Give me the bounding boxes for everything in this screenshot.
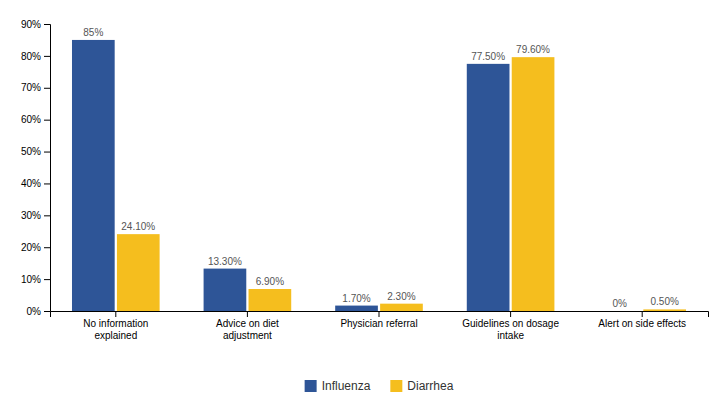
y-tick: 60% (21, 114, 50, 125)
y-tick-mark (44, 279, 50, 280)
chart-svg: 0% 10% 20% 30% 40% 50% 60% 70% 80% 90% No informat… (0, 0, 724, 403)
x-tick-label: Advice on dietadjustment (216, 318, 279, 341)
x-tick-mark (247, 311, 248, 317)
y-tick-label: 0% (27, 306, 42, 317)
x-tick-label-line: No information (83, 318, 148, 329)
y-tick: 0% (27, 306, 50, 317)
x-tick-mark (642, 311, 643, 317)
x-tick-label-line: adjustment (223, 330, 272, 341)
y-tick-mark (44, 183, 50, 184)
data-labels: 85% 13.30% 1.70% 77.50% 0% 24.10% 6.90% 2.30% 79… (83, 27, 679, 309)
y-tick: 80% (21, 51, 50, 62)
data-label: 0.50% (650, 296, 678, 307)
data-label: 13.30% (208, 256, 242, 267)
data-label: 79.60% (516, 44, 550, 55)
data-label: 0% (613, 298, 628, 309)
bar-series (117, 57, 686, 311)
bar (598, 311, 641, 312)
y-tick-mark (44, 247, 50, 248)
bar-series (72, 40, 509, 311)
data-label: 85% (83, 27, 103, 38)
x-tick-mark (379, 311, 380, 317)
y-axis: 0% 10% 20% 30% 40% 50% 60% 70% 80% 90% (21, 19, 51, 317)
y-tick: 10% (21, 274, 50, 285)
bar (512, 57, 555, 311)
data-label: 24.10% (121, 221, 155, 232)
y-tick-mark (44, 24, 50, 25)
y-tick-label: 10% (21, 274, 41, 285)
y-tick-label: 50% (21, 146, 41, 157)
y-axis-line (44, 25, 51, 312)
y-tick-label: 60% (21, 114, 41, 125)
y-tick: 90% (21, 19, 50, 30)
x-tick: No informationexplained (83, 311, 148, 341)
y-tick-mark (44, 215, 50, 216)
x-tick-label-line: explained (94, 330, 137, 341)
x-tick-label: Guidelines on dosageintake (462, 318, 559, 341)
x-tick: Physician referral (340, 311, 417, 329)
y-tick: 40% (21, 178, 50, 189)
y-tick-mark (44, 88, 50, 89)
legend-label: Diarrhea (407, 379, 453, 393)
y-tick-label: 30% (21, 210, 41, 221)
y-tick-label: 70% (21, 82, 41, 93)
bar (643, 309, 686, 311)
x-tick: Advice on dietadjustment (216, 311, 279, 341)
x-tick-label-line: Physician referral (340, 318, 417, 329)
legend-swatch (305, 380, 317, 392)
data-label: 77.50% (471, 51, 505, 62)
legend: Influenza Diarrhea (305, 379, 454, 393)
y-tick: 30% (21, 210, 50, 221)
x-tick-label-line: Advice on diet (216, 318, 279, 329)
y-tick: 20% (21, 242, 50, 253)
bar (117, 234, 160, 311)
legend-item: Influenza (305, 379, 371, 393)
y-tick-label: 90% (21, 19, 41, 30)
plot-area: 0% 10% 20% 30% 40% 50% 60% 70% 80% 90% No informat… (21, 19, 709, 341)
bar (335, 306, 378, 311)
bar (249, 289, 292, 311)
bars (72, 40, 686, 311)
legend-swatch (390, 380, 402, 392)
x-tick: Guidelines on dosageintake (462, 311, 559, 341)
legend-item: Diarrhea (390, 379, 453, 393)
data-label: 2.30% (387, 291, 415, 302)
bar (204, 269, 247, 311)
y-tick-mark (44, 311, 50, 312)
bar (467, 64, 510, 311)
data-label: 6.90% (256, 276, 284, 287)
x-tick-label: Alert on side effects (598, 318, 686, 329)
y-tick-label: 20% (21, 242, 41, 253)
x-axis-line (51, 312, 709, 318)
chart-container: 0% 10% 20% 30% 40% 50% 60% 70% 80% 90% No informat… (0, 0, 724, 403)
legend-label: Influenza (322, 379, 371, 393)
y-tick-label: 40% (21, 178, 41, 189)
y-tick-mark (44, 120, 50, 121)
x-tick-label: Physician referral (340, 318, 417, 329)
y-tick: 50% (21, 146, 50, 157)
y-tick-label: 80% (21, 51, 41, 62)
x-tick-label-line: Alert on side effects (598, 318, 686, 329)
x-tick-label-line: intake (497, 330, 524, 341)
y-tick: 70% (21, 82, 50, 93)
bar (72, 40, 115, 311)
x-tick-mark (510, 311, 511, 317)
x-axis: No informationexplained Advice on dietadj… (51, 311, 709, 341)
y-tick-mark (44, 56, 50, 57)
x-tick-label-line: Guidelines on dosage (462, 318, 559, 329)
bar (380, 304, 423, 311)
x-tick: Alert on side effects (598, 311, 686, 329)
x-tick-label: No informationexplained (83, 318, 148, 341)
data-label: 1.70% (342, 293, 370, 304)
x-tick-mark (115, 311, 116, 317)
y-tick-mark (44, 152, 50, 153)
